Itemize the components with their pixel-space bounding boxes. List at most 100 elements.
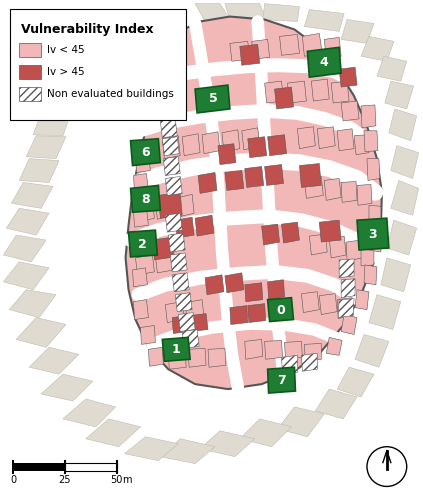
Polygon shape [29, 348, 79, 374]
Polygon shape [341, 101, 359, 121]
Polygon shape [339, 259, 354, 278]
Polygon shape [324, 178, 341, 201]
Polygon shape [315, 389, 357, 419]
Text: 1: 1 [172, 343, 181, 356]
Polygon shape [299, 164, 321, 188]
Polygon shape [160, 439, 215, 464]
Polygon shape [208, 348, 226, 367]
Polygon shape [263, 4, 299, 22]
Polygon shape [319, 294, 337, 314]
Polygon shape [305, 344, 321, 361]
Polygon shape [337, 298, 353, 318]
Polygon shape [230, 42, 250, 61]
Polygon shape [202, 132, 220, 154]
Text: 50: 50 [110, 474, 123, 484]
Polygon shape [46, 66, 76, 89]
Polygon shape [175, 217, 194, 238]
Polygon shape [338, 298, 354, 318]
Polygon shape [331, 81, 349, 103]
Polygon shape [225, 170, 244, 190]
Polygon shape [155, 196, 174, 219]
Text: 6: 6 [141, 146, 150, 159]
Polygon shape [285, 342, 302, 359]
Polygon shape [158, 192, 182, 218]
Text: 3: 3 [368, 228, 377, 240]
Polygon shape [329, 236, 346, 258]
Polygon shape [172, 316, 190, 334]
Polygon shape [51, 46, 79, 69]
Text: Iv > 45: Iv > 45 [47, 67, 85, 77]
Polygon shape [355, 334, 389, 367]
Polygon shape [369, 230, 381, 252]
Text: 0: 0 [10, 474, 16, 484]
Text: 4: 4 [320, 56, 329, 68]
Polygon shape [26, 136, 66, 158]
Polygon shape [391, 180, 419, 215]
Polygon shape [339, 67, 357, 87]
Polygon shape [190, 314, 208, 332]
Polygon shape [387, 220, 417, 255]
Polygon shape [245, 283, 263, 302]
Polygon shape [168, 350, 186, 369]
Polygon shape [341, 279, 355, 297]
Polygon shape [385, 81, 414, 109]
Polygon shape [311, 79, 329, 101]
Polygon shape [162, 338, 190, 361]
Polygon shape [297, 127, 315, 148]
Polygon shape [135, 198, 154, 222]
Polygon shape [302, 34, 322, 56]
Text: 2: 2 [138, 238, 147, 250]
Polygon shape [225, 4, 265, 20]
Polygon shape [305, 10, 344, 32]
Polygon shape [268, 367, 295, 393]
Polygon shape [225, 273, 244, 292]
Bar [13, 462, 65, 470]
Polygon shape [129, 230, 157, 257]
Polygon shape [337, 129, 354, 150]
Polygon shape [11, 182, 53, 208]
Bar [65, 462, 117, 470]
Polygon shape [377, 56, 407, 81]
Polygon shape [16, 318, 66, 348]
Polygon shape [357, 184, 372, 206]
Polygon shape [170, 253, 187, 272]
Bar [19, 87, 41, 101]
Polygon shape [265, 81, 283, 103]
Polygon shape [148, 348, 163, 366]
Polygon shape [135, 255, 154, 275]
Polygon shape [242, 128, 260, 150]
Polygon shape [355, 290, 369, 310]
Polygon shape [265, 164, 283, 186]
Polygon shape [341, 182, 357, 203]
Polygon shape [195, 4, 230, 22]
Polygon shape [19, 158, 59, 182]
Polygon shape [262, 224, 280, 245]
Polygon shape [252, 40, 269, 60]
Text: m: m [123, 474, 132, 484]
Polygon shape [337, 367, 374, 397]
Polygon shape [198, 172, 217, 194]
Polygon shape [218, 144, 236, 165]
Polygon shape [309, 234, 327, 255]
Polygon shape [195, 215, 214, 236]
Polygon shape [391, 146, 419, 178]
Polygon shape [185, 300, 204, 320]
Polygon shape [282, 222, 299, 243]
Polygon shape [240, 44, 260, 65]
Polygon shape [364, 131, 378, 152]
Polygon shape [165, 213, 182, 232]
Polygon shape [3, 262, 49, 289]
Polygon shape [277, 407, 324, 437]
Polygon shape [341, 20, 374, 44]
Polygon shape [131, 186, 160, 212]
Polygon shape [389, 109, 417, 140]
Polygon shape [134, 300, 148, 320]
Polygon shape [282, 356, 297, 374]
Polygon shape [364, 265, 377, 285]
Polygon shape [361, 248, 374, 266]
Polygon shape [140, 326, 155, 344]
Polygon shape [369, 294, 401, 330]
Polygon shape [6, 208, 49, 235]
Polygon shape [131, 138, 160, 166]
Polygon shape [163, 156, 180, 176]
